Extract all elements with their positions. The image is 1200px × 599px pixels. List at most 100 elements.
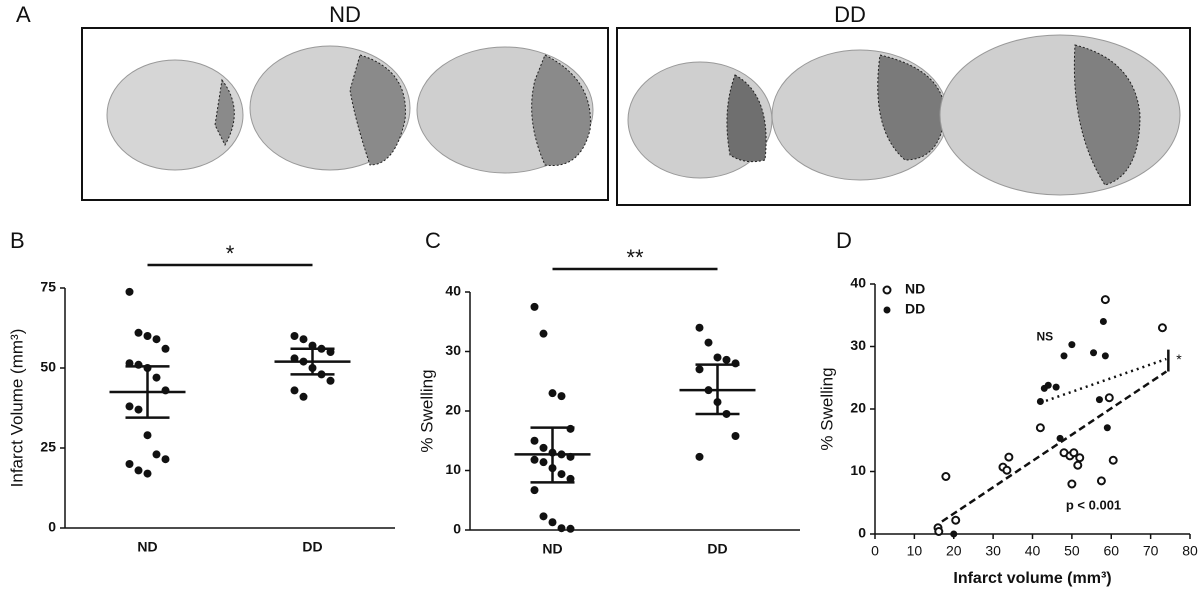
y-axis-label: % Swelling [817,367,836,450]
point [1036,398,1044,405]
point [125,287,134,296]
point [539,443,548,452]
group-title: ND [329,2,361,27]
point [299,392,308,401]
point [1052,383,1060,391]
point [1069,448,1079,458]
point [290,386,299,395]
x-tick-label: 20 [946,543,962,559]
point [548,389,557,398]
point [134,466,143,475]
legend-label: ND [905,281,925,297]
error-bar [530,426,575,484]
point [1075,453,1085,463]
point [713,353,722,362]
point [704,338,713,347]
x-tick-label: 80 [1182,543,1198,559]
point [1095,396,1103,404]
y-tick-label: 10 [445,461,461,477]
point [299,335,308,344]
y-tick-label: 0 [48,519,56,535]
point [1060,352,1068,360]
point [695,452,704,461]
annotation: p < 0.001 [1066,497,1121,512]
y-tick-label: 20 [850,400,866,416]
point [1056,434,1064,442]
point [1067,479,1077,489]
point [161,455,170,464]
point [1073,460,1083,470]
point [731,431,740,440]
y-tick-label: 25 [40,439,56,455]
point [1004,452,1014,462]
point [152,450,161,459]
y-tick-label: 40 [850,275,866,291]
point [557,524,566,533]
x-tick-label: 70 [1143,543,1159,559]
point [1096,476,1106,486]
point [290,332,299,340]
fit-line [941,370,1168,523]
point [934,527,944,536]
point [1002,465,1012,475]
y-axis-label: % Swelling [417,369,436,452]
y-tick-label: 30 [445,342,461,358]
point [161,344,170,353]
point [539,329,548,338]
y-tick-label: 0 [453,521,461,537]
point [557,392,566,401]
point [566,524,575,533]
point [143,469,152,478]
point [152,373,161,382]
x-tick-label: 0 [871,543,879,559]
point [134,405,143,414]
significance: ** [626,245,644,270]
annotation: NS [1036,329,1053,343]
point [1090,349,1098,357]
y-tick-label: 30 [850,337,866,353]
x-tick-label: 30 [985,543,1001,559]
point [539,512,548,521]
image-frame [81,27,609,201]
point [1099,318,1107,325]
point [1068,341,1076,349]
annotation: * [1176,351,1182,367]
point [951,515,961,525]
point [1035,423,1045,433]
point [1100,295,1110,305]
legend-marker [883,306,891,314]
image-frame [616,27,1191,206]
fit-line [1039,357,1167,404]
y-tick-label: 20 [445,402,461,418]
point [530,436,539,445]
legend-marker [882,285,892,295]
point [143,431,152,440]
point [530,486,539,495]
x-tick-label: 40 [1025,543,1041,559]
error-bar [125,365,170,419]
point [125,402,134,411]
group-title: DD [834,2,866,27]
panel-label: C [425,228,441,253]
point [557,470,566,479]
point [134,328,143,337]
point [539,458,548,467]
point [530,455,539,464]
point [950,530,958,538]
brain-slices [106,34,1181,196]
point [1157,323,1167,333]
legend-label: DD [905,301,925,317]
point [1044,381,1052,389]
point [1101,352,1109,360]
point [941,472,951,481]
point [695,365,704,374]
panel-label: D [836,228,852,253]
panel-label: B [10,228,25,253]
x-axis-label: Infarct volume (mm³) [953,570,1111,587]
y-tick-label: 10 [850,462,866,478]
point [722,355,731,364]
x-tick-label: ND [137,539,157,555]
point [566,474,575,483]
y-axis-label: Infarct Volume (mm³) [7,329,26,488]
